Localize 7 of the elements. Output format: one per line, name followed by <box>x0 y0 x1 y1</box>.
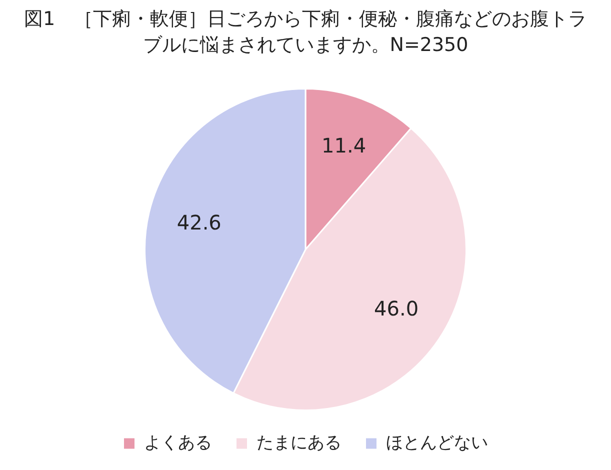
data-label: 42.6 <box>176 210 222 235</box>
data-label: 46.0 <box>374 296 419 321</box>
legend-label: ほとんどない <box>386 432 488 453</box>
legend-label: よくある <box>144 432 212 453</box>
data-label: 11.4 <box>322 133 366 158</box>
legend-label: たまにある <box>256 432 342 453</box>
chart-title: 図1 ［下痢・軟便］日ごろから下痢・便秘・腹痛などのお腹トラブルに悩まされていますか。N=2350 <box>22 7 588 58</box>
